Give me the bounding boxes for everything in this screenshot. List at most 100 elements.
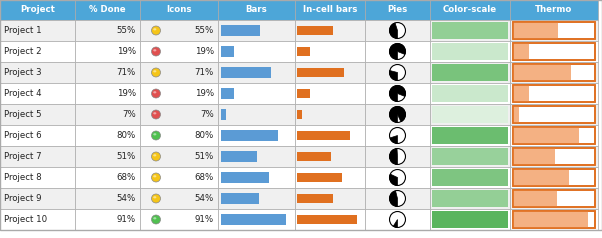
Circle shape (389, 169, 406, 185)
Bar (295, 83, 365, 104)
Bar (0, 104, 75, 125)
Text: 68%: 68% (117, 173, 136, 182)
Bar (513, 22, 558, 39)
Text: 71%: 71% (195, 68, 214, 77)
Bar (432, 211, 508, 228)
Bar (513, 169, 595, 186)
Text: Icons: Icons (166, 5, 192, 15)
Text: 51%: 51% (117, 152, 136, 161)
Bar (218, 146, 295, 167)
Wedge shape (389, 85, 406, 101)
Ellipse shape (152, 26, 161, 35)
Bar (510, 209, 598, 230)
Text: 71%: 71% (117, 68, 136, 77)
Bar (140, 146, 218, 167)
Bar (140, 41, 218, 62)
Bar (75, 104, 140, 125)
Bar (140, 0, 218, 20)
Text: 54%: 54% (117, 194, 136, 203)
Ellipse shape (152, 173, 161, 182)
Text: 54%: 54% (195, 194, 214, 203)
Bar (510, 62, 598, 83)
Bar (295, 188, 365, 209)
Bar (295, 125, 365, 146)
Bar (513, 43, 595, 60)
Bar (297, 173, 342, 182)
Bar (297, 194, 333, 203)
Bar (0, 167, 75, 188)
Circle shape (389, 212, 406, 228)
Bar (432, 127, 508, 144)
Ellipse shape (154, 91, 157, 94)
Wedge shape (393, 219, 397, 228)
Bar (510, 104, 598, 125)
Bar (218, 125, 295, 146)
Bar (221, 88, 235, 99)
Ellipse shape (152, 68, 161, 77)
Bar (365, 104, 430, 125)
Bar (365, 146, 430, 167)
Bar (75, 0, 140, 20)
Text: Project 3: Project 3 (4, 68, 42, 77)
Text: 19%: 19% (195, 89, 214, 98)
Wedge shape (389, 149, 397, 164)
Wedge shape (389, 191, 397, 207)
Ellipse shape (152, 215, 161, 224)
Text: In-cell bars: In-cell bars (303, 5, 357, 15)
Bar (510, 0, 598, 20)
Bar (510, 41, 598, 62)
Bar (140, 83, 218, 104)
Text: Color-scale: Color-scale (443, 5, 497, 15)
Bar (140, 62, 218, 83)
Bar (140, 125, 218, 146)
Bar (513, 64, 595, 81)
Circle shape (389, 44, 406, 60)
Text: 19%: 19% (117, 89, 136, 98)
Ellipse shape (154, 28, 157, 30)
Bar (218, 104, 295, 125)
Bar (432, 148, 508, 165)
Bar (221, 130, 278, 141)
Bar (510, 20, 598, 41)
Bar (75, 41, 140, 62)
Bar (297, 47, 309, 56)
Text: % Done: % Done (89, 5, 126, 15)
Bar (365, 41, 430, 62)
Ellipse shape (152, 47, 161, 56)
Bar (218, 188, 295, 209)
Bar (510, 188, 598, 209)
Bar (140, 167, 218, 188)
Bar (75, 167, 140, 188)
Bar (365, 167, 430, 188)
Bar (140, 20, 218, 41)
Bar (513, 85, 529, 102)
Text: 91%: 91% (195, 215, 214, 224)
Bar (430, 0, 510, 20)
Ellipse shape (154, 175, 157, 177)
Ellipse shape (154, 154, 157, 156)
Wedge shape (389, 23, 397, 39)
Text: Project 1: Project 1 (4, 26, 42, 35)
Circle shape (389, 85, 406, 101)
Bar (510, 83, 598, 104)
Wedge shape (389, 107, 406, 123)
Bar (295, 104, 365, 125)
Bar (513, 106, 595, 123)
Bar (140, 188, 218, 209)
Bar (513, 148, 595, 165)
Bar (75, 62, 140, 83)
Bar (430, 104, 510, 125)
Circle shape (389, 23, 406, 39)
Bar (432, 43, 508, 60)
Text: 7%: 7% (200, 110, 214, 119)
Ellipse shape (154, 217, 157, 219)
Bar (218, 41, 295, 62)
Ellipse shape (154, 112, 157, 114)
Bar (365, 62, 430, 83)
Circle shape (389, 128, 406, 144)
Text: 68%: 68% (195, 173, 214, 182)
Bar (75, 20, 140, 41)
Bar (432, 106, 508, 123)
Ellipse shape (152, 194, 161, 203)
Bar (0, 188, 75, 209)
